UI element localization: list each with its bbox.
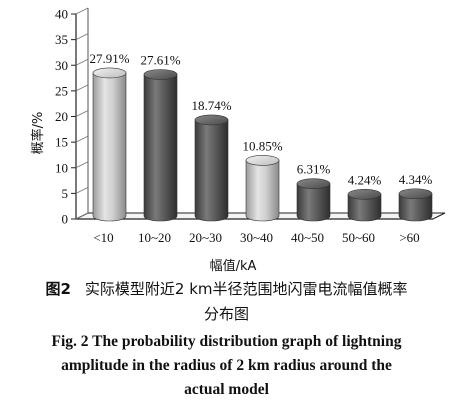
bar-value-label: 27.61% bbox=[140, 52, 180, 67]
y-tick-depth bbox=[75, 110, 89, 117]
bar-value-label: 4.34% bbox=[399, 172, 433, 187]
bar-cap bbox=[398, 188, 433, 200]
x-tick-label: 10~20 bbox=[138, 230, 171, 245]
x-axis-tick-labels: <10 10~20 20~30 30~40 40~50 50~60 >60 bbox=[93, 230, 419, 245]
y-tick-depth bbox=[75, 161, 89, 169]
bar-chart: 0 5 10 15 20 25 30 35 40 27.91% 27.61% 18.74% 10.85… bbox=[30, 7, 446, 274]
bar bbox=[296, 178, 331, 222]
y-tick-label: 35 bbox=[55, 32, 68, 47]
bar-cap bbox=[92, 67, 127, 79]
bar bbox=[347, 188, 382, 222]
bar-cap bbox=[143, 69, 178, 80]
y-tick-label: 40 bbox=[55, 7, 68, 22]
bar-body bbox=[245, 160, 280, 222]
bar-cap bbox=[296, 178, 331, 189]
caption-en-line1: Fig. 2 The probability distribution grap… bbox=[51, 333, 402, 350]
bar bbox=[194, 114, 229, 222]
x-tick-label: 20~30 bbox=[189, 230, 222, 245]
y-axis-ticks: 0 5 10 15 20 25 30 35 40 bbox=[55, 7, 89, 227]
x-tick-label: <10 bbox=[93, 230, 113, 245]
bars: 27.91% 27.61% 18.74% 10.85% 6.31% 4.24% 4.34% bbox=[89, 51, 433, 222]
caption-en-line2: amplitude in the radius of 2 km radius a… bbox=[61, 357, 392, 374]
x-tick-label: >60 bbox=[399, 230, 419, 245]
y-tick-depth bbox=[75, 58, 89, 66]
bar-body bbox=[347, 193, 382, 222]
y-tick-depth bbox=[75, 7, 89, 15]
bar-value-label: 10.85% bbox=[242, 138, 282, 153]
bar-body bbox=[92, 72, 127, 222]
y-tick-label: 20 bbox=[55, 109, 68, 124]
caption-zh-label: 图2 bbox=[45, 280, 71, 298]
caption-en-line3: actual model bbox=[184, 381, 269, 398]
bar-body bbox=[143, 74, 178, 222]
y-tick-depth bbox=[75, 84, 89, 92]
bar-value-label: 18.74% bbox=[191, 98, 231, 113]
bar bbox=[398, 188, 433, 222]
bar bbox=[92, 67, 127, 222]
y-tick-depth bbox=[75, 33, 89, 40]
y-tick-depth bbox=[75, 212, 89, 220]
bar bbox=[143, 69, 178, 222]
y-tick-depth bbox=[75, 135, 89, 143]
y-axis-title: 概率/% bbox=[30, 112, 46, 155]
y-tick-label: 25 bbox=[55, 83, 68, 98]
bar-body bbox=[398, 193, 433, 222]
bar-cap bbox=[245, 155, 280, 166]
caption-zh-line1: 图2 实际模型附近2 km半径范围地闪雷电流幅值概率 bbox=[0, 278, 453, 299]
y-tick-label: 5 bbox=[62, 186, 69, 201]
bar-body bbox=[296, 183, 331, 222]
bar-value-label: 27.91% bbox=[89, 51, 129, 66]
bar-value-label: 6.31% bbox=[297, 162, 331, 177]
x-tick-label: 50~60 bbox=[342, 230, 375, 245]
bar-body bbox=[194, 119, 229, 222]
x-axis-title: 幅值/kA bbox=[210, 258, 257, 274]
bar bbox=[245, 155, 280, 222]
x-tick-label: 30~40 bbox=[240, 230, 273, 245]
bar-cap bbox=[194, 114, 229, 126]
y-tick-label: 10 bbox=[55, 160, 68, 175]
bar-cap bbox=[347, 188, 382, 200]
caption-zh-text: 实际模型附近2 km半径范围地闪雷电流幅值概率 bbox=[84, 280, 408, 298]
y-tick-depth bbox=[75, 187, 89, 194]
y-tick-label: 15 bbox=[55, 135, 68, 150]
y-tick-label: 30 bbox=[55, 58, 68, 73]
bar-value-label: 4.24% bbox=[348, 172, 382, 187]
x-tick-label: 40~50 bbox=[291, 230, 324, 245]
caption-zh-line2: 分布图 bbox=[203, 305, 249, 323]
y-tick-label: 0 bbox=[62, 212, 69, 227]
